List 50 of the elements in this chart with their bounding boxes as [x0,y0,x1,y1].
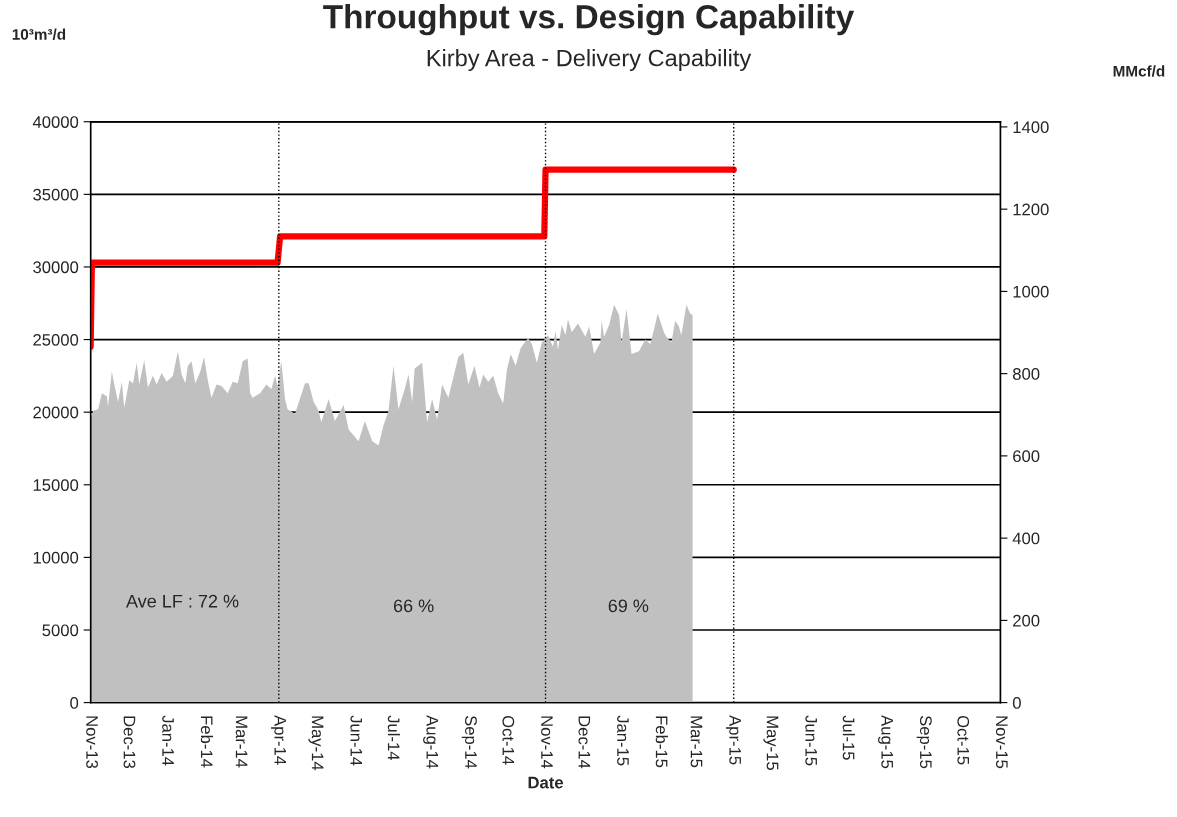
y-axis-title: 10³m³/d [12,28,66,40]
y2-tick-label: 200 [1013,614,1040,627]
y-tick-label: 25000 [33,333,79,346]
y2-tick-label: 600 [1013,450,1040,463]
x-tick-label: Nov-13 [86,716,98,769]
y-tick-label: 10000 [33,551,79,564]
x-tick-label: Mar-15 [690,716,703,768]
x-tick-label: Apr-14 [271,715,286,765]
x-tick-label: Apr-15 [725,715,741,765]
x-tick-label: Feb-15 [655,716,668,768]
x-tick-label: Jul-15 [842,715,855,760]
x-tick-label: Nov-15 [995,716,1008,769]
y-tick-label: 15000 [33,479,79,491]
x-tick-label: May-14 [308,716,324,771]
y-tick-label: 20000 [33,406,79,419]
chart-subtitle: Kirby Area - Delivery Capability [427,49,752,72]
x-tick-label: Jul-14 [387,715,401,761]
x-tick-label: Oct-14 [502,715,515,765]
x-tick-label: Jan-14 [162,715,174,766]
annotation: 69 % [608,599,649,613]
x-tick-label: Jun-14 [350,715,363,766]
x-tick-label: Jan-15 [617,715,629,766]
annotation: Ave LF : 72 % [126,594,239,608]
x-tick-label: Nov-14 [541,716,553,769]
x-axis-title: Date [528,776,564,789]
y-tick-label: 0 [70,697,79,709]
x-tick-label: Dec-13 [123,716,136,769]
x-tick-label: May-15 [763,716,779,770]
x-tick-label: Sep-15 [916,715,932,769]
y2-axis-title: MMcf/d [1113,65,1165,77]
x-tick-label: Aug-15 [878,715,893,769]
x-tick-label: Dec-14 [578,716,591,769]
x-tick-label: Mar-14 [235,716,248,768]
annotation: 66 % [393,599,434,613]
y-tick-label: 40000 [32,116,79,128]
y-tick-label: 5000 [42,624,79,637]
y-tick-label: 35000 [33,188,79,201]
x-tick-label: Aug-14 [423,715,439,769]
x-tick-label: Feb-14 [200,716,214,768]
x-tick-label: Oct-15 [957,715,970,765]
y2-tick-label: 1200 [1013,203,1049,216]
y2-tick-label: 800 [1012,368,1040,380]
y2-tick-label: 400 [1012,532,1040,545]
x-tick-label: Jun-15 [805,715,817,766]
chart-title: Throughput vs. Design Capability [323,4,855,36]
x-tick-label: Sep-14 [461,715,477,769]
y2-tick-label: 1400 [1013,121,1049,134]
y2-tick-label: 1000 [1013,285,1049,298]
y2-tick-label: 0 [1012,697,1021,709]
y-tick-label: 30000 [33,261,79,274]
